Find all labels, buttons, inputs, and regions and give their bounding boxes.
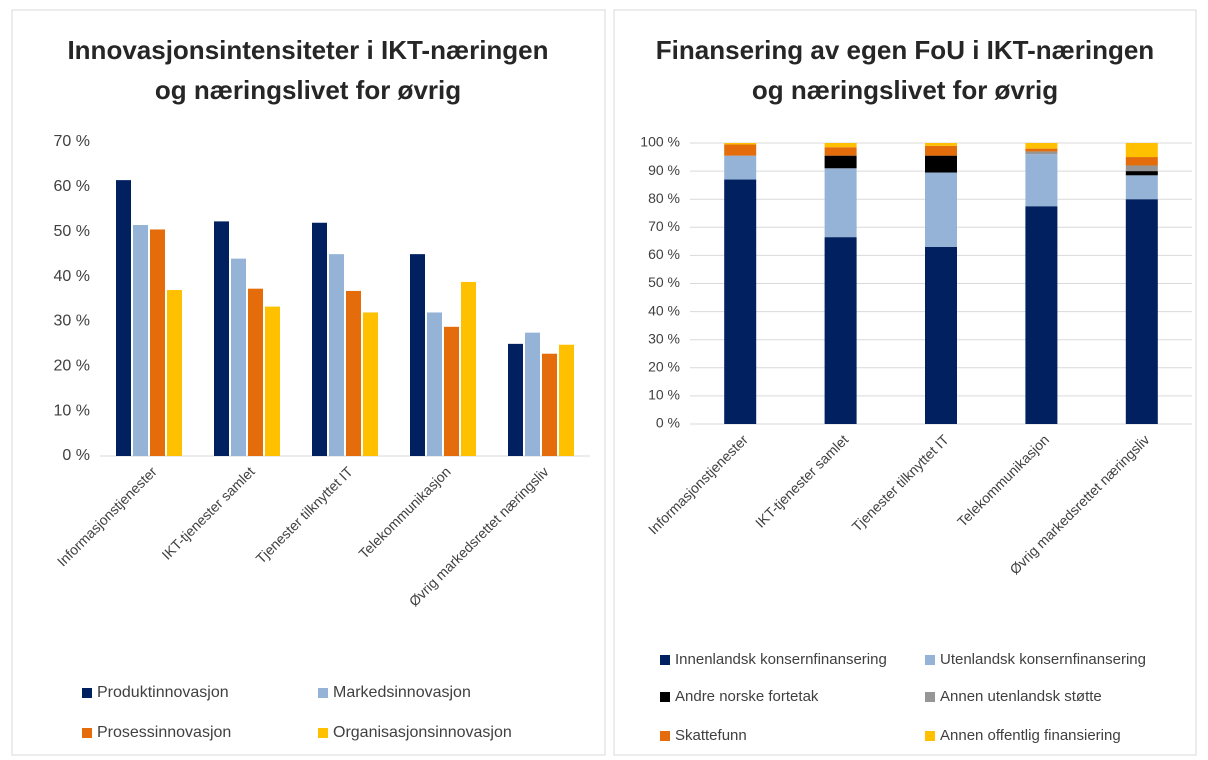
bar-segment [824,168,857,238]
legend-swatch [925,655,935,665]
legend-label: Andre norske fortetak [675,688,819,705]
bar [167,290,182,456]
bar [410,254,425,456]
y-tick-label: 80 % [648,190,680,206]
x-tick-label: Tjenester tilknyttet IT [849,431,953,535]
y-tick-label: 50 % [648,274,680,290]
bar [265,306,280,456]
bar [363,312,378,456]
bar [133,224,148,456]
y-tick-label: 0 % [62,447,90,464]
legend-label: Organisasjonsinnovasjon [333,724,512,741]
x-tick-label: Telekommunikasjon [954,431,1052,529]
bar-segment [724,144,757,156]
legend-swatch [660,692,670,702]
bar-segment [1125,199,1158,424]
y-tick-label: 100 % [640,134,680,150]
bar-segment [1125,157,1158,166]
legend-label: Markedsinnovasjon [333,684,471,701]
bar-segment [1025,151,1058,155]
bar [214,221,229,456]
x-tick-label: IKT-tjenester samlet [752,431,851,530]
bar [461,281,476,456]
bar-segment [824,143,857,148]
bar-segment [1125,165,1158,172]
bar-segment [724,155,757,180]
bar [248,288,263,456]
x-tick-label: Informasjonstjenester [645,431,751,537]
bar-segment [925,246,957,424]
y-tick-label: 30 % [54,313,90,330]
bar-segment [1125,175,1158,200]
bar-segment [724,143,757,145]
legend-label: Annen offentlig finansiering [940,727,1121,744]
legend-swatch [82,688,92,698]
y-tick-label: 90 % [648,162,680,178]
y-tick-label: 0 % [656,415,680,431]
legend-label: Prosessinnovasjon [97,724,231,741]
y-tick-label: 70 % [648,218,680,234]
y-tick-label: 10 % [54,402,90,419]
bar-segment [824,155,857,169]
y-tick-label: 20 % [54,358,90,375]
legend-swatch [318,688,328,698]
bar [329,254,344,456]
chart-title: Finansering av egen FoU i IKT-næringen o… [655,35,1155,105]
x-tick-label: Informasjonstjenester [54,463,160,569]
bar-segment [1025,148,1058,152]
y-tick-label: 60 % [54,178,90,195]
x-tick-label: Tjenester tilknyttet IT [253,463,357,567]
bar [116,180,131,456]
y-tick-label: 10 % [648,387,680,403]
bar-segment [1125,171,1158,176]
bar-segment [1025,154,1058,207]
bar-segment [1125,143,1158,158]
bar [150,229,165,456]
bar [427,312,442,456]
bar [559,344,574,456]
legend-swatch [925,731,935,741]
legend-swatch [318,728,328,738]
legend-label: Skattefunn [675,727,747,744]
bar-segment [724,179,757,424]
bar [231,258,246,456]
bar-segment [1025,206,1058,424]
y-tick-label: 30 % [648,330,680,346]
y-tick-label: 60 % [648,246,680,262]
y-tick-label: 70 % [54,133,90,150]
y-tick-label: 20 % [648,359,680,375]
bar-segment [925,145,957,156]
legend-label: Produktinnovasjon [97,684,229,701]
bar [312,222,327,456]
chart-title: Innovasjonsintensiteter i IKT-næringen o… [67,35,549,105]
bar-segment [925,172,957,247]
legend-label: Innenlandsk konsernfinansering [675,651,887,668]
legend-swatch [660,655,670,665]
bar-segment [925,155,957,173]
bar [346,290,361,456]
bar [542,353,557,456]
y-tick-label: 40 % [54,268,90,285]
y-tick-label: 50 % [54,223,90,240]
legend-label: Utenlandsk konsernfinansering [940,651,1146,668]
panel-border [11,9,606,756]
legend-swatch [82,728,92,738]
legend-label: Annen utenlandsk støtte [940,688,1102,705]
bar-segment [1025,143,1058,149]
bar-segment [824,147,857,156]
legend-swatch [660,731,670,741]
bar [508,343,523,456]
y-tick-label: 40 % [648,302,680,318]
x-tick-label: Telekommunikasjon [355,463,453,561]
panel-border [613,9,1197,756]
bar-segment [824,237,857,424]
x-tick-label: IKT-tjenester samlet [158,463,257,562]
bar [525,332,540,456]
bar-segment [925,143,957,146]
bar [444,326,459,456]
legend-swatch [925,692,935,702]
